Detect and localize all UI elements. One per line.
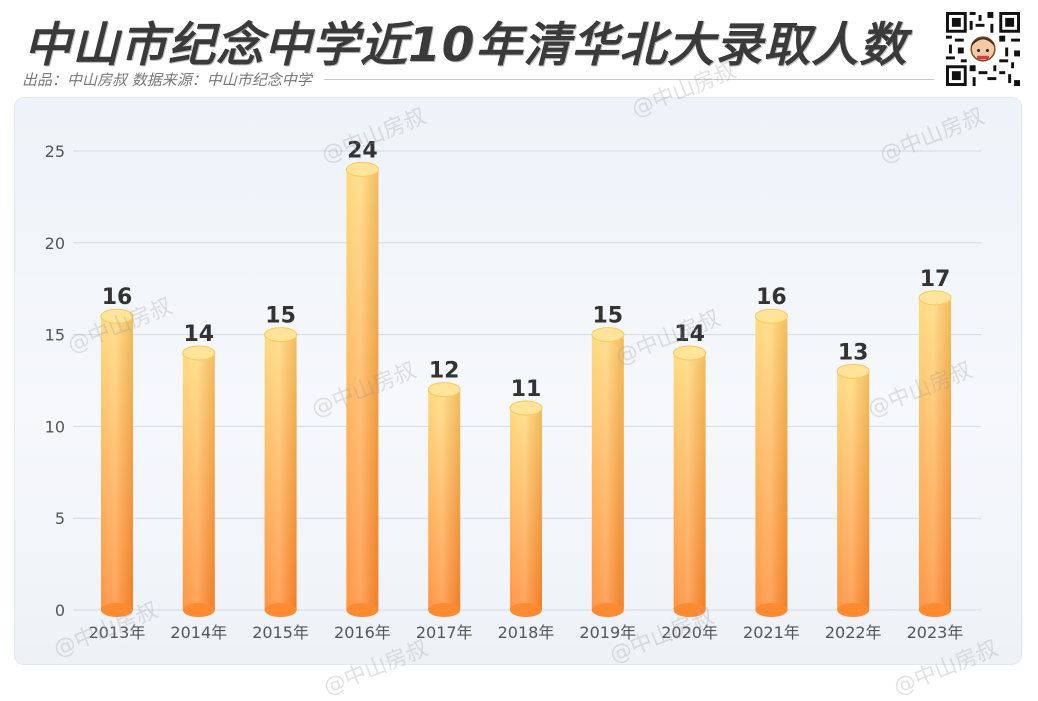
bar xyxy=(836,363,870,617)
bar xyxy=(754,308,788,617)
chart-panel: 0 5 10 15 20 25 16 14 15 24 12 11 15 14 16 13 17 2013年 2… xyxy=(14,97,1022,665)
x-tick-label: 2014年 xyxy=(170,623,227,642)
bar-value-label: 16 xyxy=(756,285,787,310)
bar xyxy=(264,327,298,617)
x-tick-label: 2018年 xyxy=(498,623,555,642)
bar xyxy=(918,290,952,617)
x-tick-label: 2013年 xyxy=(89,623,146,642)
x-tick-label: 2023年 xyxy=(907,623,964,642)
qr-code-icon xyxy=(946,12,1020,86)
x-tick-label: 2020年 xyxy=(661,623,718,642)
bar xyxy=(427,382,461,617)
y-tick-label: 15 xyxy=(45,326,65,345)
y-tick-label: 20 xyxy=(45,234,65,253)
bar xyxy=(673,345,707,617)
bar xyxy=(345,161,379,617)
bar xyxy=(509,400,543,617)
bar-value-label: 12 xyxy=(429,359,460,384)
bar-value-label: 15 xyxy=(265,304,296,329)
bar xyxy=(182,345,216,617)
bar xyxy=(591,327,625,617)
subtitle-row: 出品：中山房叔 数据来源：中山市纪念中学 xyxy=(22,68,934,90)
x-tick-label: 2021年 xyxy=(743,623,800,642)
x-tick-label: 2022年 xyxy=(825,623,882,642)
y-tick-label: 25 xyxy=(45,142,65,161)
source-credit: 出品：中山房叔 数据来源：中山市纪念中学 xyxy=(22,70,312,89)
x-tick-label: 2016年 xyxy=(334,623,391,642)
bar xyxy=(100,308,134,617)
bar-value-label: 13 xyxy=(838,340,869,365)
bar-value-label: 14 xyxy=(674,322,705,347)
x-tick-label: 2017年 xyxy=(416,623,473,642)
x-tick-label: 2015年 xyxy=(252,623,309,642)
bar-value-label: 11 xyxy=(511,377,542,402)
bar-value-label: 24 xyxy=(347,138,378,163)
x-tick-label: 2019年 xyxy=(579,623,636,642)
chart-title: 中山市纪念中学近10年清华北大录取人数 xyxy=(24,18,908,73)
bar-value-label: 17 xyxy=(920,267,951,292)
bar-value-label: 16 xyxy=(102,285,133,310)
y-tick-label: 0 xyxy=(55,601,65,620)
bar-value-label: 14 xyxy=(183,322,214,347)
bar-value-label: 15 xyxy=(592,304,623,329)
divider-line xyxy=(323,78,934,80)
y-tick-label: 5 xyxy=(55,509,65,528)
bar-chart: 0 5 10 15 20 25 16 14 15 24 12 11 15 14 16 13 17 2013年 2… xyxy=(45,138,981,642)
y-tick-label: 10 xyxy=(45,417,65,436)
